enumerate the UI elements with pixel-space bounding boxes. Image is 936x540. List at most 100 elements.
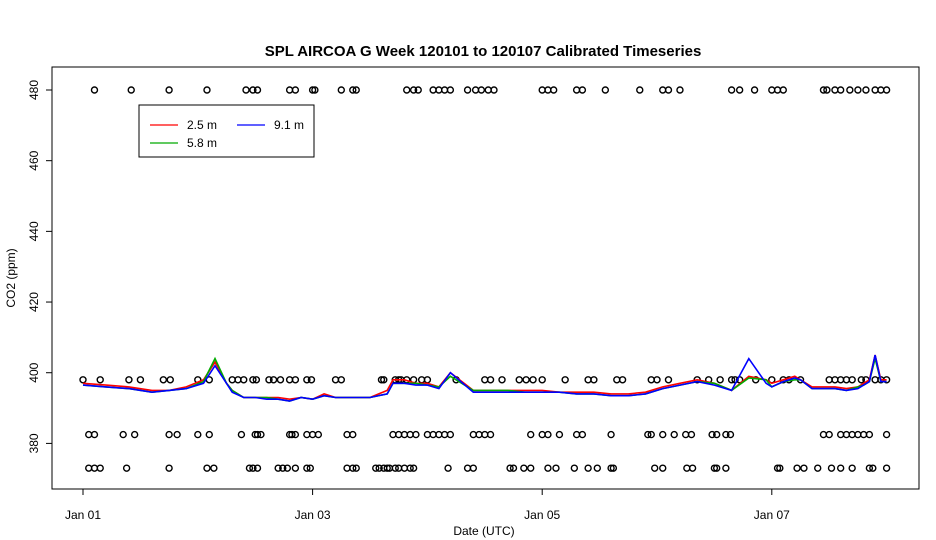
y-axis-label: CO2 (ppm)	[4, 248, 18, 307]
calibration-point	[194, 430, 202, 439]
calibration-point	[800, 464, 808, 472]
calibration-point	[584, 464, 592, 472]
calibration-point	[130, 430, 139, 439]
calibration-point	[127, 86, 135, 94]
calibration-point	[119, 430, 127, 439]
calibration-point	[276, 376, 285, 384]
calibration-point	[265, 376, 273, 384]
calibration-point	[636, 86, 644, 94]
series-lines	[82, 354, 887, 402]
calibration-point	[593, 464, 602, 472]
calibration-point	[710, 464, 719, 472]
calibration-point	[779, 86, 787, 94]
chart-title: SPL AIRCOA G Week 120101 to 120107 Calib…	[265, 43, 702, 60]
x-tick-label-1: Jan 03	[295, 508, 331, 522]
calibration-point	[203, 86, 211, 94]
calibration-point	[380, 376, 388, 384]
calibration-point	[549, 86, 558, 94]
x-tick-label-3: Jan 07	[754, 508, 790, 522]
calibration-point	[486, 430, 495, 439]
calibration-point	[314, 430, 323, 439]
y-tick-label-0: 380	[27, 433, 41, 453]
calibration-point	[274, 464, 282, 472]
calibration-point	[659, 464, 667, 472]
calibration-point	[253, 430, 262, 439]
calibration-point	[240, 376, 248, 384]
calibration-point	[687, 430, 696, 439]
calibration-point	[337, 86, 345, 94]
calibration-point	[291, 86, 300, 94]
calibration-point	[249, 376, 257, 384]
calibration-point	[520, 464, 528, 472]
calibration-point	[529, 376, 537, 384]
calibration-point	[403, 86, 411, 94]
calibration-point	[249, 86, 257, 94]
calibration-point	[544, 430, 552, 439]
calibration-point	[166, 376, 174, 384]
calibration-point	[688, 464, 697, 472]
calibration-point	[607, 464, 615, 472]
calibration-point	[90, 430, 99, 439]
calibration-point	[544, 464, 552, 472]
calibration-point	[814, 464, 822, 472]
calibration-point	[237, 430, 246, 439]
calibration-point	[857, 376, 866, 384]
calibration-point	[242, 86, 250, 94]
calibration-point	[727, 376, 736, 384]
calibration-point	[463, 86, 472, 94]
calibration-point	[96, 376, 104, 384]
calibration-point	[618, 376, 627, 384]
calibration-point	[527, 464, 535, 472]
calibration-point	[291, 464, 300, 472]
y-tick-label-3: 440	[27, 221, 41, 241]
calibration-point	[670, 430, 678, 439]
calibration-point	[279, 464, 287, 472]
calibration-point	[708, 430, 716, 439]
calibration-point	[882, 464, 891, 472]
calibration-point	[590, 376, 598, 384]
calibration-point	[79, 376, 87, 384]
calibration-point	[578, 86, 587, 94]
calibration-point	[253, 464, 262, 472]
calibration-point	[651, 464, 659, 472]
calibration-point	[750, 86, 759, 94]
calibration-point	[664, 86, 673, 94]
calibration-point	[486, 376, 495, 384]
calibration-point	[819, 86, 828, 94]
calibration-point	[561, 376, 569, 384]
calibration-point	[854, 86, 862, 94]
calibration-point	[712, 430, 721, 439]
calibration-point	[311, 86, 319, 94]
calibration-point	[712, 464, 721, 472]
calibration-point	[865, 430, 874, 439]
calibration-point	[173, 430, 181, 439]
calibration-point	[245, 464, 254, 472]
calibration-point	[865, 464, 874, 472]
calibration-point	[836, 86, 845, 94]
calibration-point	[607, 430, 615, 439]
calibration-point	[776, 464, 784, 472]
series-line-9-1-m	[82, 354, 887, 402]
calibration-point	[827, 464, 836, 472]
legend-label-0: 2.5 m	[187, 118, 217, 132]
calibration-point	[252, 376, 261, 384]
calibration-point	[210, 464, 218, 472]
calibration-point	[303, 376, 311, 384]
x-tick-label-2: Jan 05	[524, 508, 560, 522]
calibration-point	[653, 376, 661, 384]
calibration-point	[676, 86, 684, 94]
calibration-point	[203, 464, 211, 472]
calibration-point	[716, 376, 724, 384]
calibration-point	[882, 430, 891, 439]
calibration-point	[538, 376, 546, 384]
legend: 2.5 m 9.1 m 5.8 m	[138, 104, 315, 158]
calibration-point	[609, 464, 618, 472]
calibration-point	[848, 376, 856, 384]
calibration-point	[773, 464, 782, 472]
calibration-point	[283, 464, 292, 472]
calibration-point	[303, 464, 311, 472]
x-axis-label: Date (UTC)	[453, 524, 514, 538]
calibration-point	[469, 464, 478, 472]
calibration-point	[578, 430, 587, 439]
